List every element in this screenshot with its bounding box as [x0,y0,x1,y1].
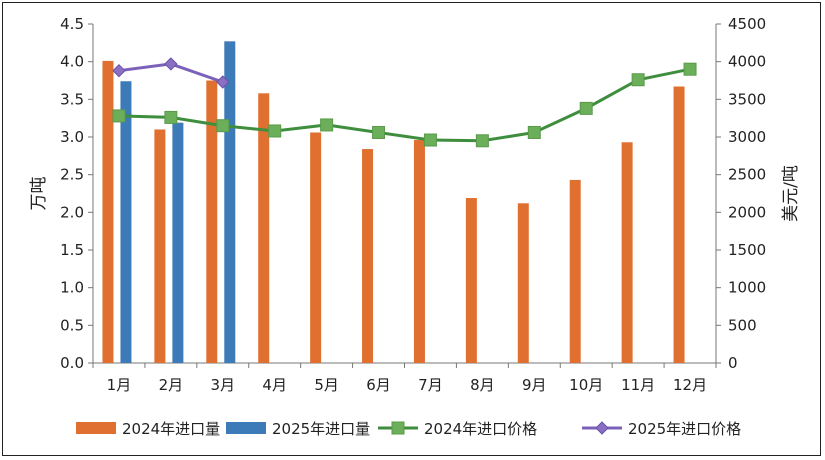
line-point [216,75,230,89]
right-tick-label: 1500 [728,241,766,259]
x-tick-label: 5月 [314,376,339,394]
left-tick-label: 1.0 [60,279,84,297]
right-axis-title: 美元/吨 [781,165,801,222]
legend-marker [391,421,405,435]
x-tick-label: 4月 [262,376,287,394]
x-tick-label: 10月 [569,376,603,394]
line-point [216,119,230,133]
bar [206,80,218,363]
legend-label: 2024年进口价格 [424,420,537,438]
x-tick-label: 12月 [673,376,707,394]
bar [154,129,166,363]
bar [224,41,236,364]
right-tick-label: 0 [728,354,738,372]
bar [362,149,374,363]
left-tick-label: 3.5 [60,90,84,108]
line-point [164,57,178,71]
x-tick-label: 2月 [159,376,184,394]
legend-swatch [76,422,116,434]
x-tick-label: 7月 [418,376,443,394]
line-point [112,63,126,78]
left-tick-label: 3.0 [60,128,84,146]
bar [102,60,114,364]
bar [465,198,477,363]
left-tick-label: 2.5 [60,166,84,184]
bar [413,140,425,363]
legend-marker [595,421,609,435]
right-tick-label: 1000 [728,279,766,297]
bar [517,203,529,363]
left-tick-label: 2.0 [60,203,84,221]
bar [258,93,270,363]
legend-label: 2024年进口量 [122,420,220,438]
right-tick-label: 2000 [728,203,766,221]
left-tick-label: 1.5 [60,241,84,259]
x-tick-label: 3月 [211,376,236,394]
right-tick-label: 2500 [728,166,766,184]
right-tick-label: 500 [728,316,757,334]
bar [172,122,184,363]
left-tick-label: 4.0 [60,53,84,71]
right-tick-label: 3500 [728,90,766,108]
series-line [118,67,691,143]
line-point [423,133,437,147]
bar [310,132,322,363]
line-point [475,134,489,148]
left-tick-label: 4.5 [60,15,84,33]
line-point [112,109,126,123]
left-tick-label: 0.0 [60,354,84,372]
x-tick-label: 11月 [621,376,655,394]
line-point [631,73,645,87]
line-point [527,125,541,139]
x-tick-label: 8月 [470,376,495,394]
legend-label: 2025年进口量 [272,420,370,438]
line-point [164,110,178,124]
line-point [372,125,386,139]
left-axis-title: 万吨 [29,177,49,211]
right-tick-label: 4500 [728,15,766,33]
bar [673,86,685,363]
right-tick-label: 4000 [728,53,766,71]
legend-label: 2025年进口价格 [628,420,741,438]
line-point [320,118,334,132]
line-point [579,101,593,115]
right-tick-label: 3000 [728,128,766,146]
left-tick-label: 0.5 [60,316,84,334]
bar [120,81,132,364]
line-point [683,62,697,76]
x-tick-label: 9月 [522,376,547,394]
bar [569,179,581,363]
x-tick-label: 1月 [107,376,132,394]
x-tick-label: 6月 [366,376,391,394]
bar [621,142,633,363]
legend-swatch [226,422,266,434]
line-point [268,124,282,138]
